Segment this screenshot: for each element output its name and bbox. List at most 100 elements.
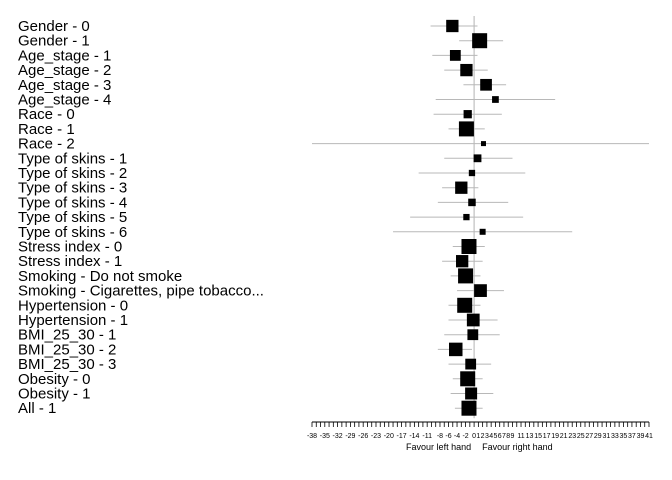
- x-tick-label: 27: [585, 433, 593, 440]
- row-label: Type of skins - 4: [18, 194, 127, 211]
- x-tick-label: 3: [485, 433, 489, 440]
- x-tick-label: -38: [307, 433, 317, 440]
- row-label: Type of skins - 3: [18, 180, 127, 197]
- x-tick-label: 21: [560, 433, 568, 440]
- row-label: Smoking - Cigarettes, pipe tobacco...: [18, 283, 264, 300]
- x-tick-label: -2: [462, 433, 468, 440]
- x-tick-label: 11: [517, 433, 524, 440]
- axis-left-title: Favour left hand: [406, 442, 471, 452]
- estimate-box: [468, 169, 476, 177]
- x-tick-label: 39: [637, 433, 645, 440]
- x-tick-label: -26: [358, 433, 368, 440]
- estimate-box: [461, 239, 477, 254]
- row-label: Obesity - 1: [18, 386, 91, 403]
- x-tick-label: 15: [534, 433, 542, 440]
- x-tick-label: 37: [628, 433, 636, 440]
- x-tick-label: 41: [645, 433, 653, 440]
- row-label: Type of skins - 5: [18, 209, 127, 226]
- row-label: Age_stage - 4: [18, 92, 111, 109]
- estimate-box: [458, 121, 474, 137]
- row-label: Race - 2: [18, 136, 75, 153]
- estimate-box: [449, 342, 463, 357]
- row-label: Type of skins - 1: [18, 150, 127, 167]
- x-tick-label: 35: [620, 433, 628, 440]
- x-tick-label: -23: [371, 433, 381, 440]
- x-tick-label: -6: [445, 433, 451, 440]
- x-axis: -38 -35 -32 -29 -26 -23 -20 -17 -14 -11 -8 -6 -4 -2 0 1…: [307, 421, 653, 452]
- estimate-box: [467, 329, 479, 341]
- x-tick-label: 19: [551, 433, 559, 440]
- point-estimates: [446, 19, 499, 416]
- x-tick-label: -29: [345, 433, 355, 440]
- x-tick-label: -4: [454, 433, 460, 440]
- estimate-box: [456, 255, 469, 268]
- x-tick-label: 1: [476, 433, 480, 440]
- row-label: Age_stage - 3: [18, 77, 111, 94]
- x-tick-label: 5: [493, 433, 497, 440]
- estimate-box: [463, 110, 472, 119]
- x-tick-label: 9: [511, 433, 515, 440]
- estimate-box: [461, 400, 477, 416]
- row-label: Stress index - 0: [18, 239, 122, 256]
- row-label: Race - 1: [18, 121, 75, 138]
- row-label: Age_stage - 2: [18, 62, 111, 79]
- estimate-box: [473, 154, 482, 163]
- estimate-box: [480, 141, 486, 147]
- x-tick-label: 31: [602, 433, 610, 440]
- estimate-box: [465, 387, 478, 400]
- x-tick-label: 25: [577, 433, 585, 440]
- estimate-box: [466, 313, 480, 327]
- estimate-box: [468, 198, 476, 207]
- estimate-box: [458, 268, 474, 284]
- row-label: Age_stage - 1: [18, 47, 111, 64]
- estimate-box: [460, 371, 476, 387]
- row-label: Obesity - 0: [18, 371, 91, 388]
- row-label: Gender - 0: [18, 18, 90, 35]
- x-tick-label: -35: [320, 433, 330, 440]
- estimate-box: [455, 181, 468, 194]
- row-label: Type of skins - 2: [18, 165, 127, 182]
- x-axis-ticks: [311, 422, 650, 427]
- x-tick-label: 8: [506, 433, 510, 440]
- estimate-box: [449, 50, 461, 61]
- estimate-box: [446, 19, 459, 33]
- row-label: BMI_25_30 - 2: [18, 341, 116, 358]
- x-tick-label: -14: [409, 433, 419, 440]
- estimate-box: [463, 213, 470, 221]
- estimate-box: [457, 297, 473, 313]
- estimate-box: [472, 33, 488, 49]
- row-label: Gender - 1: [18, 33, 90, 50]
- axis-right-title: Favour right hand: [482, 442, 553, 452]
- row-label: Hypertension - 1: [18, 312, 128, 329]
- estimate-box: [492, 96, 499, 103]
- x-tick-label: -32: [333, 433, 343, 440]
- row-label: All - 1: [18, 400, 56, 417]
- row-label: Race - 0: [18, 106, 75, 123]
- x-tick-label: 0: [472, 433, 476, 440]
- estimate-box: [480, 78, 492, 91]
- row-label: Type of skins - 6: [18, 224, 127, 241]
- x-tick-label: 29: [594, 433, 602, 440]
- x-tick-label: 4: [489, 433, 493, 440]
- x-tick-label: 13: [526, 433, 534, 440]
- x-tick-label: 6: [498, 433, 502, 440]
- x-tick-label: -8: [437, 433, 443, 440]
- estimate-box: [460, 63, 473, 77]
- estimate-box: [479, 228, 486, 235]
- x-tick-label: -11: [422, 433, 432, 440]
- row-label: BMI_25_30 - 1: [18, 327, 116, 344]
- x-tick-label: 17: [543, 433, 551, 440]
- x-axis-tick-labels: -38 -35 -32 -29 -26 -23 -20 -17 -14 -11 -8 -6 -4 -2 0 1…: [307, 433, 653, 440]
- x-tick-label: 7: [502, 433, 506, 440]
- x-tick-label: 2: [481, 433, 485, 440]
- row-label: Hypertension - 0: [18, 297, 128, 314]
- row-label: Stress index - 1: [18, 253, 122, 270]
- row-label: BMI_25_30 - 3: [18, 356, 116, 373]
- x-tick-label: 33: [611, 433, 619, 440]
- x-tick-label: -20: [384, 433, 394, 440]
- row-label: Smoking - Do not smoke: [18, 268, 182, 285]
- estimate-box: [465, 358, 477, 370]
- estimate-box: [474, 284, 487, 297]
